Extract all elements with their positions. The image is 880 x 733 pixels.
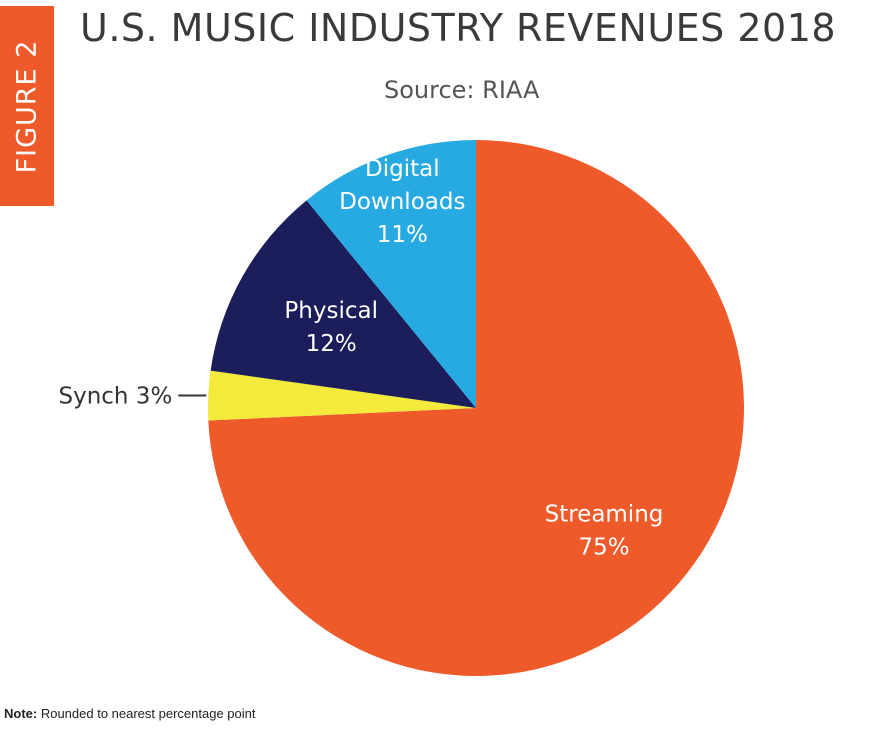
footnote-label: Note: (4, 706, 38, 721)
label-line: Physical (284, 298, 378, 324)
label-line: 11% (377, 222, 428, 248)
label-line: Streaming (545, 502, 664, 528)
label-digital-downloads: Digital Downloads 11% (339, 156, 465, 248)
label-line: Digital (365, 156, 440, 182)
footnote: Note: Rounded to nearest percentage poin… (4, 706, 256, 721)
label-line: 12% (306, 331, 357, 357)
figure-tab: FIGURE 2 (0, 6, 54, 206)
footnote-text: Rounded to nearest percentage point (37, 706, 256, 721)
slice-synch (207, 370, 476, 421)
slice-digital-downloads (306, 140, 476, 408)
chart-title: U.S. MUSIC INDUSTRY REVENUES 2018 (80, 6, 837, 50)
slice-streaming (208, 140, 744, 676)
label-line: 75% (578, 535, 629, 561)
label-physical: Physical 12% (284, 298, 378, 357)
label-streaming: Streaming 75% (545, 502, 664, 561)
label-synch: Synch 3% (58, 384, 172, 410)
slice-physical (210, 200, 476, 408)
label-line: Downloads (339, 189, 465, 215)
pie-labels: Streaming 75% Synch 3% Physical 12% Digital Do… (58, 156, 663, 561)
pie-slices (207, 140, 744, 676)
chart-subtitle: Source: RIAA (384, 76, 540, 104)
